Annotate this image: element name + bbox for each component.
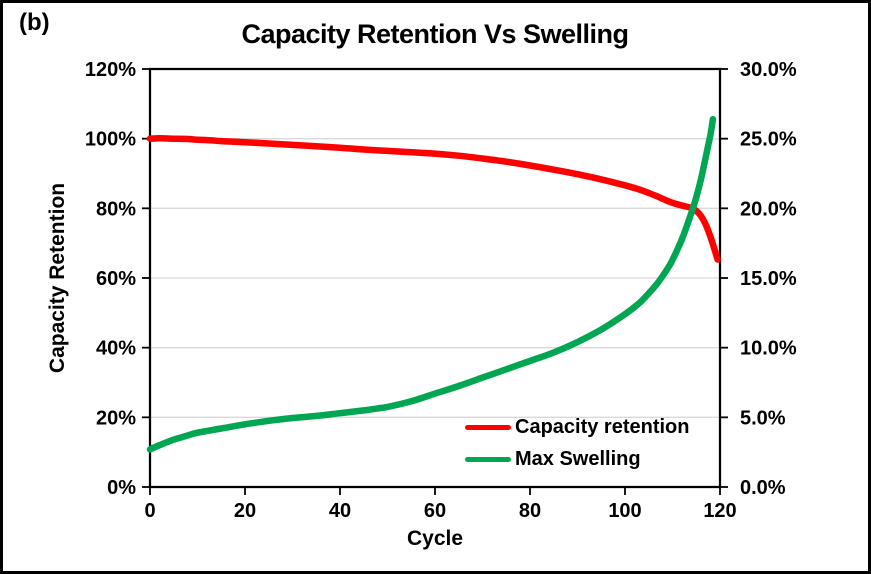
y-left-tick-label: 0% (107, 477, 136, 499)
y-right-tick-label: 25.0% (740, 129, 797, 151)
y-left-tick-label: 80% (96, 198, 136, 220)
y-right-tick-label: 0.0% (740, 477, 786, 499)
x-tick-label: 120 (703, 500, 736, 522)
y-right-tick-label: 10.0% (740, 338, 797, 360)
chart-canvas: 0% 20% 40% 60% 80% 100% 120% 0.0% 5.0% 10.0% 15.0%… (85, 59, 797, 522)
x-tick-label: 40 (329, 500, 351, 522)
x-tick-label: 20 (234, 500, 256, 522)
chart-title: Capacity Retention Vs Swelling (241, 19, 629, 49)
x-tick-label: 0 (144, 500, 155, 522)
y-right-tick-label: 15.0% (740, 268, 797, 290)
y-left-tick-label: 60% (96, 268, 136, 290)
legend-item-capacity-retention: Capacity retention (465, 415, 689, 439)
y-left-tick-label: 100% (85, 129, 136, 151)
legend-label: Capacity retention (515, 416, 690, 438)
y-left-tick-label: 120% (85, 59, 136, 81)
x-tick-label: 100 (608, 500, 641, 522)
x-tick-label: 60 (424, 500, 446, 522)
figure-panel-label: (b) (19, 9, 50, 36)
legend-line-sample-red (465, 424, 511, 430)
y-right-tick-label: 30.0% (740, 59, 797, 81)
capacity-retention-line (146, 135, 721, 263)
legend-label: Max Swelling (515, 448, 641, 470)
legend-item-max-swelling: Max Swelling (465, 447, 689, 471)
y-right-tick-label: 5.0% (740, 407, 786, 429)
x-tick-label: 80 (519, 500, 541, 522)
x-axis-title: Cycle (406, 527, 464, 550)
legend-line-sample-green (465, 456, 511, 462)
legend: Capacity retention Max Swelling (465, 415, 689, 471)
y-left-tick-label: 40% (96, 338, 136, 360)
y-right-tick-label: 20.0% (740, 198, 797, 220)
y-left-tick-label: 20% (96, 407, 136, 429)
max-swelling-line (146, 115, 717, 453)
y-axis-title-left: Capacity Retention (46, 182, 69, 374)
